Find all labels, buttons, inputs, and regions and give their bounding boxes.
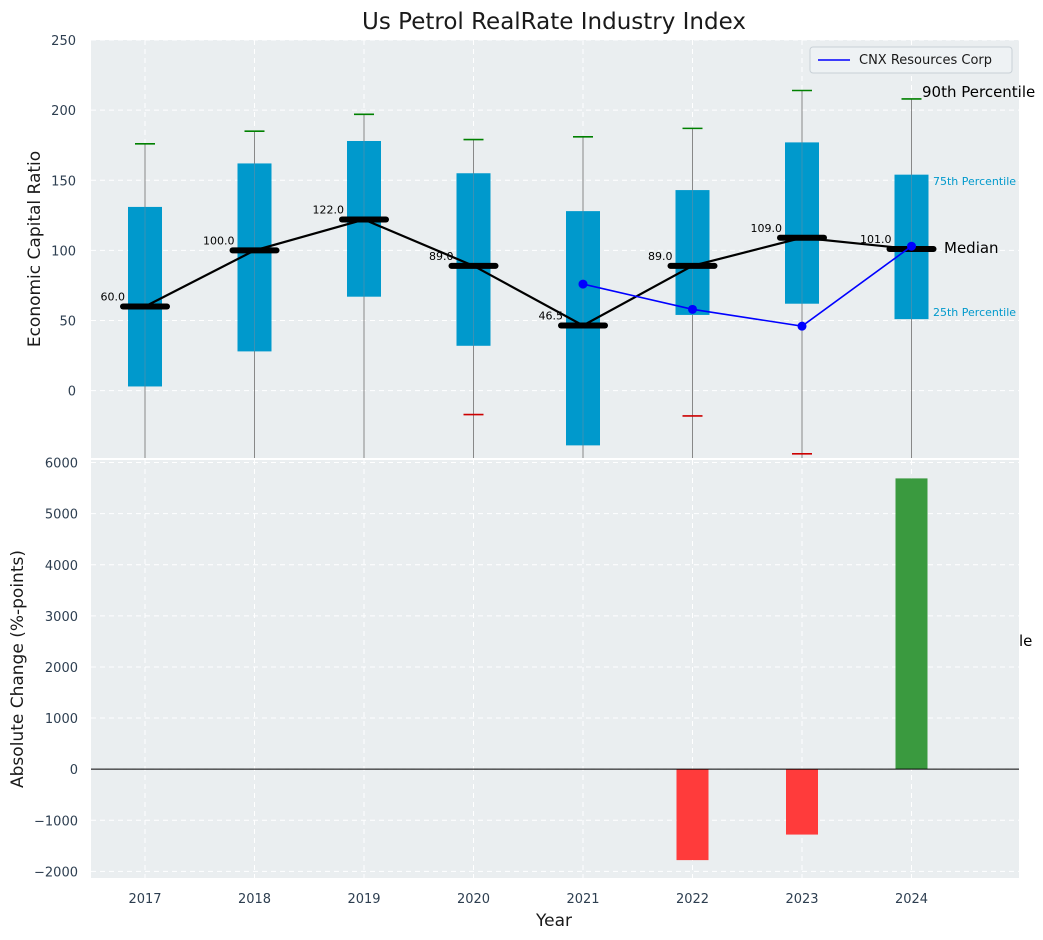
company-point xyxy=(797,321,807,331)
top-panel: 250 200 150 100 50 0 60.0 100.0 122.0 89.0 46.5 89… xyxy=(25,34,1035,458)
bottom-y-tick-label: 5000 xyxy=(45,508,78,523)
annotation-median: Median xyxy=(944,239,999,257)
percentile-annotations: 90th Percentile 75th Percentile Median 2… xyxy=(922,83,1035,319)
chart-title: Us Petrol RealRate Industry Index xyxy=(362,9,746,35)
top-y-tick-label: 150 xyxy=(51,174,76,189)
company-point xyxy=(578,279,588,289)
median-value-label: 100.0 xyxy=(203,234,235,247)
top-y-tick-label: 100 xyxy=(51,244,76,259)
bottom-y-tick-label: −1000 xyxy=(34,814,78,829)
median-polyline xyxy=(144,218,912,327)
company-line xyxy=(582,245,912,327)
top-y-tick-label: 250 xyxy=(51,34,76,49)
clipped-annotation: le xyxy=(1019,632,1032,650)
top-y-tick-label: 50 xyxy=(59,315,76,330)
annotation-25th-percentile: 25th Percentile xyxy=(933,306,1016,319)
change-bar xyxy=(895,478,928,770)
bottom-y-ticks: 6000 5000 4000 3000 2000 1000 0 −1000 −2000 xyxy=(34,457,78,881)
annotation-90th-percentile: 90th Percentile xyxy=(922,83,1035,101)
bottom-y-tick-label: 6000 xyxy=(45,457,78,472)
top-y-axis-label: Economic Capital Ratio xyxy=(25,151,45,347)
bar-series xyxy=(676,478,928,861)
median-trend: 60.0 100.0 122.0 89.0 46.5 89.0 109.0 101.0 xyxy=(101,204,937,329)
change-bar xyxy=(676,769,709,861)
bottom-y-tick-label: −2000 xyxy=(34,865,78,880)
x-ticks: 2017 2018 2019 2020 2021 2022 2023 2024 xyxy=(128,892,928,907)
bottom-panel: 6000 5000 4000 3000 2000 1000 0 −1000 −2000 2017… xyxy=(8,457,1032,931)
company-point xyxy=(907,241,916,251)
legend-box xyxy=(809,46,1013,74)
x-tick-label: 2018 xyxy=(238,892,271,907)
x-tick-label: 2024 xyxy=(895,892,928,907)
bottom-panel-background xyxy=(91,460,1019,878)
median-value-label: 122.0 xyxy=(313,204,345,217)
median-value-label: 89.0 xyxy=(429,250,454,263)
x-tick-label: 2020 xyxy=(457,892,490,907)
bottom-y-tick-label: 4000 xyxy=(45,559,78,574)
legend-label: CNX Resources Corp xyxy=(859,53,992,68)
change-bar xyxy=(786,769,818,835)
x-axis-label: Year xyxy=(535,911,572,931)
legend: CNX Resources Corp xyxy=(809,46,1013,74)
median-value-label: 60.0 xyxy=(101,291,126,304)
median-value-label: 89.0 xyxy=(648,250,673,263)
x-tick-label: 2017 xyxy=(128,892,161,907)
annotation-75th-percentile: 75th Percentile xyxy=(933,175,1016,188)
x-tick-label: 2019 xyxy=(347,892,380,907)
bottom-gridlines xyxy=(91,460,1019,878)
x-tick-label: 2022 xyxy=(676,892,709,907)
top-y-tick-label: 0 xyxy=(68,385,76,400)
median-value-label: 101.0 xyxy=(860,233,892,246)
bottom-y-tick-label: 1000 xyxy=(45,712,78,727)
x-tick-label: 2023 xyxy=(785,892,818,907)
x-tick-label: 2021 xyxy=(566,892,599,907)
bottom-y-tick-label: 0 xyxy=(70,763,78,778)
median-value-label: 46.5 xyxy=(539,309,564,322)
top-y-ticks: 250 200 150 100 50 0 xyxy=(51,34,76,400)
company-point xyxy=(688,304,697,314)
top-y-tick-label: 200 xyxy=(51,104,76,119)
bottom-y-tick-label: 3000 xyxy=(45,610,78,625)
bottom-y-tick-label: 2000 xyxy=(45,661,78,676)
median-value-label: 109.0 xyxy=(751,222,783,235)
company-series xyxy=(578,241,916,331)
bottom-y-axis-label: Absolute Change (%-points) xyxy=(8,550,28,788)
